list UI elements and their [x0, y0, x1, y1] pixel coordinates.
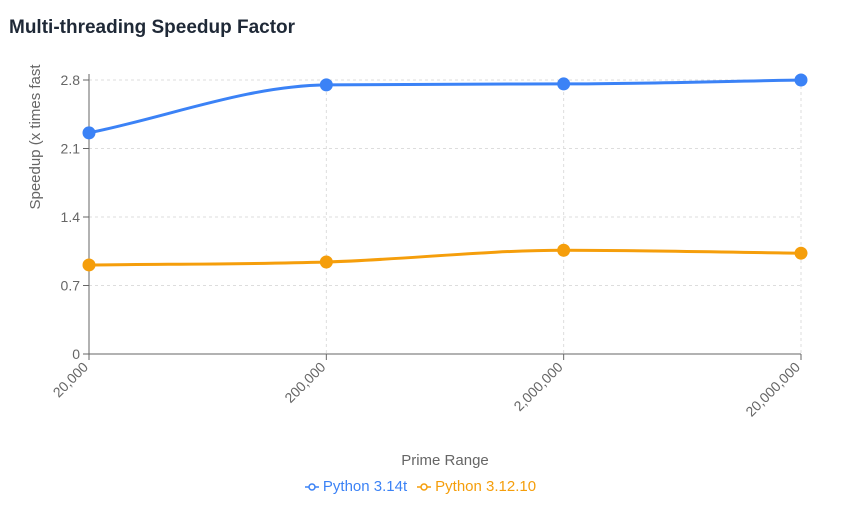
series-line: [88, 78, 802, 135]
y-tick-label: 0.7: [61, 278, 81, 294]
data-point[interactable]: [557, 243, 571, 257]
series-line: [88, 248, 802, 267]
data-point[interactable]: [557, 77, 571, 91]
legend-item-1[interactable]: Python 3.14t: [304, 478, 408, 495]
y-tick-label: 2.1: [61, 141, 81, 157]
grid-layer: [89, 79, 802, 354]
x-axis-title: Prime Range: [401, 452, 489, 469]
axis-layer: 0 0.7 1.4 2.1 2.8 20,000 200,000 2,000,000 20,00…: [50, 72, 804, 420]
y-axis-title: Speedup (x times fast: [27, 64, 44, 210]
legend-label: Python 3.12.10: [435, 478, 537, 495]
legend-line-dot-icon: [304, 482, 319, 491]
y-tick-label: 0: [72, 346, 80, 362]
y-tick-label: 1.4: [61, 209, 81, 225]
legend: Python 3.14t Python 3.12.10: [0, 478, 841, 495]
legend-label: Python 3.14t: [322, 478, 408, 495]
chart-title: Multi-threading Speedup Factor: [9, 17, 296, 38]
x-tick-label: 20,000: [50, 359, 92, 401]
data-point[interactable]: [794, 73, 808, 87]
x-tick-label: 20,000,000: [742, 359, 803, 420]
series-1: [82, 73, 808, 140]
legend-line-dot-icon: [417, 482, 432, 491]
series-2: [82, 243, 808, 272]
data-point[interactable]: [82, 126, 96, 140]
data-point[interactable]: [319, 78, 333, 92]
data-point[interactable]: [794, 246, 808, 260]
legend-item-2[interactable]: Python 3.12.10: [417, 478, 536, 495]
y-tick-label: 2.8: [61, 72, 81, 88]
x-tick-label: 200,000: [281, 359, 328, 406]
x-tick-label: 2,000,000: [510, 359, 566, 415]
series-layer: [82, 73, 808, 272]
data-point[interactable]: [319, 255, 333, 269]
data-point[interactable]: [82, 258, 96, 272]
